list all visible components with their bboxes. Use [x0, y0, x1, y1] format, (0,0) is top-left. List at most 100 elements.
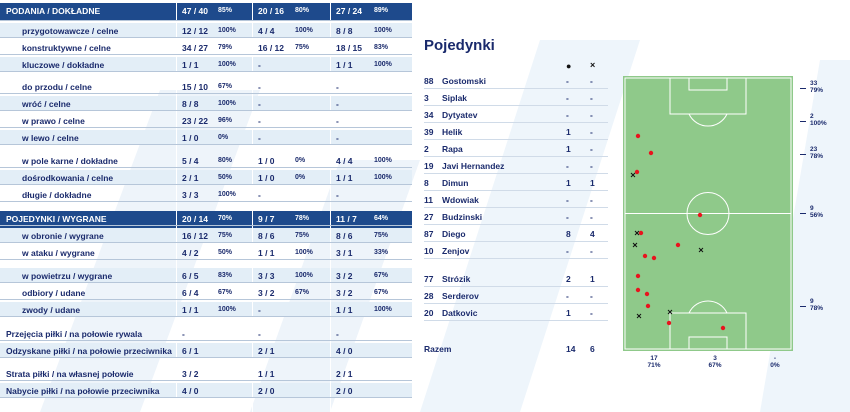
value-col1: 16 / 12 [182, 231, 208, 241]
table-row: Nabycie piłki / na połowie przeciwnika 4 … [0, 383, 412, 397]
table-row: w obronie / wygrane 16 / 12 75% 8 / 6 75% 8 /… [0, 228, 412, 242]
table-row: Strata piłki / na własnej połowie 3 / 2 1 … [0, 366, 412, 380]
player-row: 2 Rapa 1 - [424, 141, 608, 156]
player-name: Helik [442, 127, 463, 137]
row-divider [0, 242, 412, 243]
value-col3: 4 / 0 [336, 346, 353, 356]
row-label: w obronie / wygrane [22, 231, 104, 241]
row-label: wróć / celne [22, 99, 71, 109]
dot-icon: ● [566, 61, 572, 71]
zone-pct: 79% [810, 87, 824, 94]
zone-stat: 23 78% [810, 146, 823, 160]
column-divider [330, 0, 331, 412]
row-divider [424, 173, 608, 174]
player-row: 28 Serderov - - [424, 288, 608, 303]
value-col2: 1 / 0 [258, 156, 275, 166]
value-col2: 8 / 6 [258, 231, 275, 241]
value-col3: - [336, 133, 339, 143]
lane-stat: 3 67% [703, 355, 727, 369]
zone-count: 9 [810, 205, 814, 212]
player-number: 28 [424, 291, 434, 301]
pct-col1: 0% [218, 134, 229, 141]
duels-lost: 1 [590, 178, 595, 188]
table-row: w pole karne / dokładne 5 / 4 80% 1 / 0 0% 4 … [0, 153, 412, 167]
row-divider [424, 139, 608, 140]
pct-col1: 80% [218, 157, 233, 164]
value-col2: 16 / 12 [258, 43, 284, 53]
player-name: Diego [442, 229, 466, 239]
value-col2: - [258, 82, 261, 92]
won-duel-dot [635, 273, 641, 279]
zone-stat: 33 79% [810, 80, 823, 94]
pct-col1: 100% [218, 27, 236, 34]
value-col2: 1 / 0 [258, 173, 275, 183]
player-name: Javi Hernandez [442, 161, 505, 171]
value-col3: 18 / 15 [336, 43, 362, 53]
row-divider [424, 207, 608, 208]
value-col2: - [258, 133, 261, 143]
pct-col3: 83% [374, 44, 389, 51]
row-divider [0, 184, 412, 185]
lost-duel-cross [632, 242, 638, 248]
row-divider [0, 127, 412, 128]
table-row: Odzyskane piłki / na połowie przeciwnika… [0, 343, 412, 357]
zone-tick [800, 88, 806, 89]
pitch-diagram [623, 76, 793, 351]
pct-col3: 67% [374, 272, 389, 279]
table-row: Przejęcia piłki / na połowie rywala - - - [0, 326, 412, 340]
value-col3: 2 / 0 [336, 386, 353, 396]
table-row: zwody / udane 1 / 1 100% - 1 / 1 100% [0, 302, 412, 316]
pct-col1: 50% [218, 174, 233, 181]
lane-count: 3 [713, 355, 717, 362]
player-row: 27 Budzinski - - [424, 209, 608, 224]
value-col3: 3 / 2 [336, 271, 353, 281]
player-number: 8 [424, 178, 429, 188]
duels-lost: - [590, 308, 593, 318]
duels-won: - [566, 212, 569, 222]
value-col1: 12 / 12 [182, 26, 208, 36]
value-col1: 6 / 1 [182, 346, 199, 356]
won-duel-dot [675, 242, 681, 248]
player-row: 34 Dytyatev - - [424, 107, 608, 122]
value-col2: 3 / 3 [258, 271, 275, 281]
pct-col3: 100% [374, 27, 392, 34]
duels-lost: - [590, 127, 593, 137]
lane-stat: -0% [763, 355, 787, 369]
pct-col2: 80% [295, 7, 310, 14]
row-divider [424, 320, 608, 321]
zone-tick [800, 306, 806, 307]
pct-col2: 100% [295, 249, 313, 256]
player-name: Dytyatev [442, 110, 478, 120]
player-number: 3 [424, 93, 429, 103]
zone-stat: 9 78% [810, 298, 823, 312]
table-row: w prawo / celne 23 / 22 96% - - [0, 113, 412, 127]
duels-lost: 4 [590, 229, 595, 239]
won-duel-dot [642, 253, 648, 259]
pct-col2: 75% [295, 44, 310, 51]
zone-pct: 78% [810, 305, 824, 312]
value-col2: - [258, 60, 261, 70]
player-row: 88 Gostomski - - [424, 73, 608, 88]
duels-won: 1 [566, 308, 571, 318]
duels-won: - [566, 291, 569, 301]
row-label: do przodu / celne [22, 82, 92, 92]
row-divider [424, 88, 608, 89]
won-duel-dot [635, 133, 641, 139]
row-label: w powietrzu / wygrane [22, 271, 113, 281]
cross-icon: × [590, 60, 596, 70]
value-col1: - [182, 329, 185, 339]
value-col2: 2 / 0 [258, 386, 275, 396]
value-col2: 1 / 1 [258, 369, 275, 379]
value-col3: 27 / 24 [336, 6, 362, 16]
pct-col2: 0% [295, 174, 306, 181]
player-name: Strózik [442, 274, 471, 284]
value-col3: 1 / 1 [336, 173, 353, 183]
player-number: 19 [424, 161, 434, 171]
duels-lost: - [590, 161, 593, 171]
value-col2: 2 / 1 [258, 346, 275, 356]
duels-lost: - [590, 195, 593, 205]
value-col2: - [258, 99, 261, 109]
pct-col2: 78% [295, 215, 310, 222]
row-divider [0, 54, 412, 55]
pct-col3: 100% [374, 174, 392, 181]
